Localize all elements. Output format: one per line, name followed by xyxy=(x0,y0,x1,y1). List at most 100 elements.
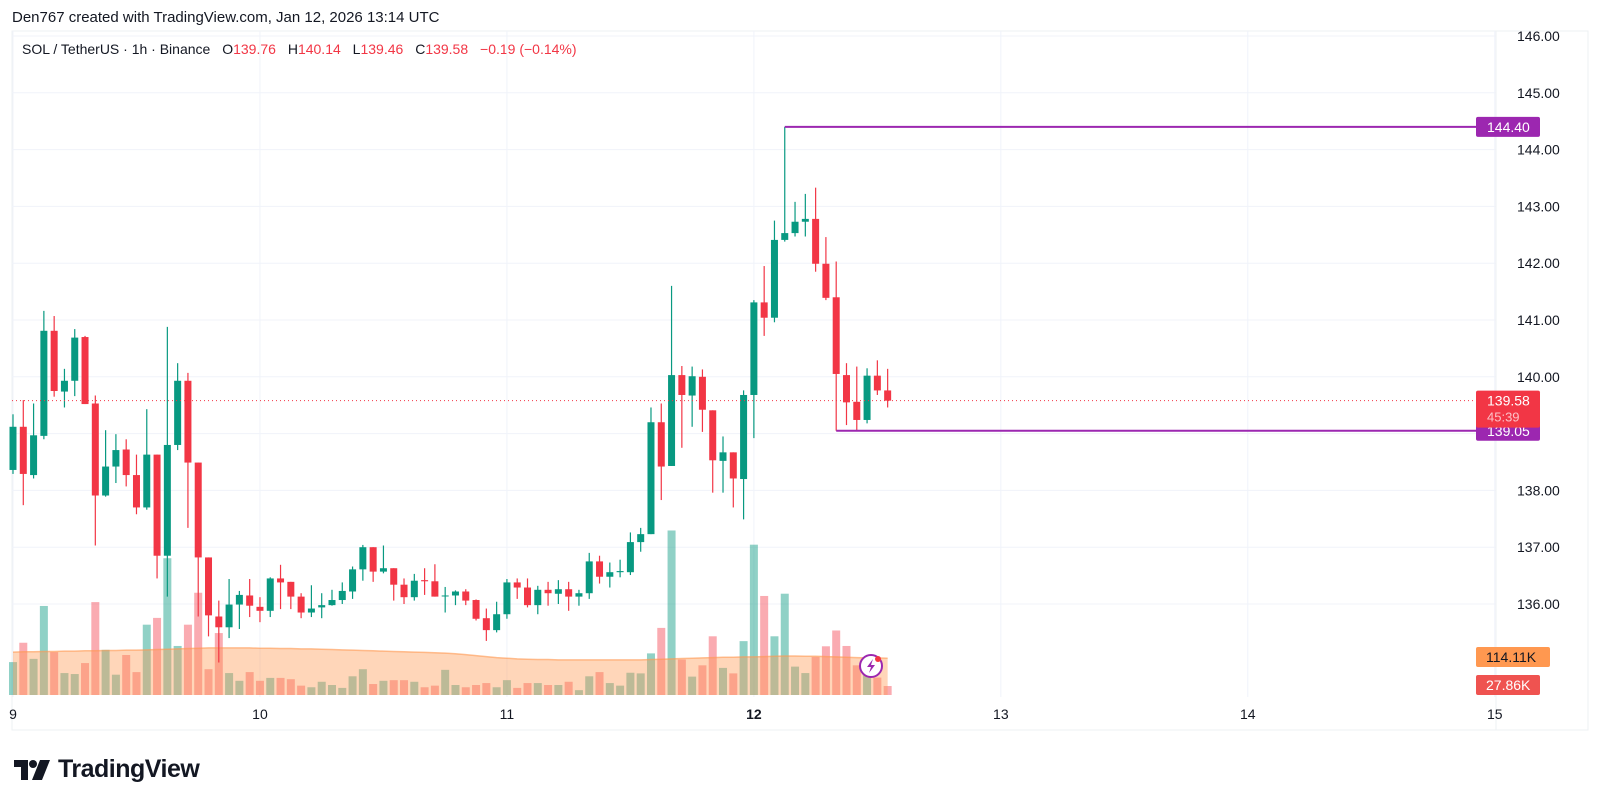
time-axis[interactable]: 9 10 11 12 13 14 15 xyxy=(9,706,1503,722)
volume-bar-down xyxy=(832,630,841,695)
volume-bar-down xyxy=(430,685,439,695)
candle-up xyxy=(626,532,634,576)
candle-up xyxy=(60,368,68,408)
candle-body xyxy=(791,221,799,234)
candle-down xyxy=(853,366,861,431)
volume-ma-area xyxy=(13,647,888,695)
volume-bar-up xyxy=(801,673,810,695)
candle-body xyxy=(493,614,501,631)
candle-down xyxy=(729,452,737,508)
lightning-icon[interactable] xyxy=(859,654,883,678)
candle-body xyxy=(626,542,634,573)
volume-bar-down xyxy=(811,656,820,695)
candle-up xyxy=(30,403,38,479)
high-label: H xyxy=(287,41,298,57)
volume-bar-down xyxy=(677,659,686,695)
candle-body xyxy=(307,608,315,613)
price-tick-label: 140.00 xyxy=(1517,369,1560,385)
candle-down xyxy=(153,454,161,579)
candle-body xyxy=(451,591,459,596)
candle-body xyxy=(194,462,202,558)
candle-body xyxy=(544,589,552,594)
candle-up xyxy=(163,326,171,597)
volume-bar-up xyxy=(667,530,676,695)
candle-down xyxy=(122,439,130,487)
candle-down xyxy=(431,564,439,597)
candle-body xyxy=(184,380,192,463)
time-tick-label: 10 xyxy=(252,706,268,722)
candle-up xyxy=(9,414,17,474)
candle-down xyxy=(194,462,202,617)
candle-body xyxy=(338,590,346,601)
candle-body xyxy=(678,375,686,395)
price-tick-label: 141.00 xyxy=(1517,312,1560,328)
candles xyxy=(9,126,892,663)
price-tick-label: 136.00 xyxy=(1517,596,1560,612)
volume-bar-down xyxy=(204,669,213,695)
candle-body xyxy=(9,426,17,470)
candle-body xyxy=(842,375,850,403)
candle-body xyxy=(318,605,326,608)
volume-bar-up xyxy=(492,687,501,695)
volume-bar-down xyxy=(369,684,378,695)
price-tick-label: 145.00 xyxy=(1517,85,1560,101)
candle-down xyxy=(462,589,470,606)
candle-body xyxy=(287,581,295,597)
volume-bar-up xyxy=(9,662,17,695)
candle-up xyxy=(554,580,562,604)
candle-down xyxy=(678,366,686,448)
candle-down xyxy=(842,363,850,426)
volume-bar-down xyxy=(873,677,882,695)
symbol-info[interactable]: SOL / TetherUS · 1h · Binance xyxy=(22,41,211,57)
candle-down xyxy=(544,581,552,606)
candle-body xyxy=(40,330,48,436)
candle-up xyxy=(379,545,387,574)
candle-body xyxy=(91,403,99,496)
volume-bar-up xyxy=(636,673,645,695)
candle-up xyxy=(143,409,151,510)
candle-body xyxy=(143,454,151,508)
candle-up xyxy=(637,527,645,552)
volume-bar-up xyxy=(770,636,779,695)
tradingview-logo[interactable]: TradingView xyxy=(14,755,200,784)
candle-down xyxy=(215,600,223,663)
volume-bar-down xyxy=(122,655,131,695)
close-label: C xyxy=(415,41,426,57)
volume-bar-down xyxy=(91,602,100,695)
candle-body xyxy=(122,449,130,476)
candle-up xyxy=(740,390,748,520)
candle-body xyxy=(698,376,706,410)
volume-bar-up xyxy=(739,641,748,695)
volume-bar-down xyxy=(883,686,892,695)
candle-down xyxy=(246,579,254,618)
volume-bar-up xyxy=(719,667,728,695)
volume-bar-down xyxy=(297,685,306,695)
candle-down xyxy=(81,335,89,405)
candle-body xyxy=(112,450,120,467)
candle-up xyxy=(359,544,367,581)
candle-down xyxy=(873,360,881,395)
candle-up xyxy=(307,585,315,618)
volume-bar-up xyxy=(70,674,79,695)
candle-body xyxy=(709,410,717,461)
hline-price-label: 139.05 xyxy=(1487,423,1530,439)
hline-price-label: 144.40 xyxy=(1487,119,1530,135)
candle-up xyxy=(801,193,809,237)
candle-up xyxy=(40,310,48,440)
price-axis[interactable]: 146.00 145.00 144.00 143.00 142.00 141.00 140.… xyxy=(1476,28,1560,695)
candle-body xyxy=(688,376,696,396)
volume-bar-down xyxy=(523,683,532,695)
candle-body xyxy=(472,600,480,619)
candle-up xyxy=(349,566,357,599)
volume-bar-down xyxy=(564,681,573,695)
volume-bar-down xyxy=(286,679,295,695)
candle-body xyxy=(277,578,285,583)
last-price-tag xyxy=(1476,390,1540,428)
chart-attribution: Den767 created with TradingView.com, Jan… xyxy=(12,9,440,26)
volume-ma-line xyxy=(12,647,888,661)
candle-body xyxy=(657,422,665,467)
candle-up xyxy=(585,552,593,599)
volume-bar-up xyxy=(307,687,316,695)
candle-up xyxy=(534,585,542,615)
